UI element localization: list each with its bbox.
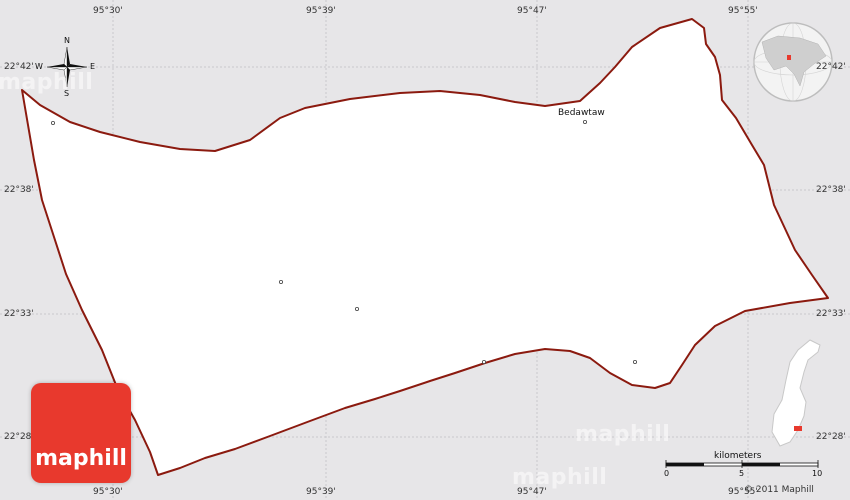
longitude-label-top: 95°39' [306,6,336,16]
latitude-label-right: 22°38' [816,185,846,195]
globe-inset[interactable] [753,22,833,102]
maphill-logo-text: maphill [35,446,127,471]
region-locator-marker [794,426,802,431]
compass-north-label: N [64,36,70,45]
globe-landmass [761,35,827,87]
longitude-label-bottom: 95°55' [728,487,758,497]
region-boundary[interactable] [21,18,829,476]
scale-title: kilometers [714,451,762,461]
longitude-label-top: 95°55' [728,6,758,16]
longitude-label-top: 95°30' [93,6,123,16]
scale-tick-label: 5 [739,469,745,478]
latitude-label-right: 22°42' [816,62,846,72]
longitude-label-top: 95°47' [517,6,547,16]
town-marker[interactable] [481,359,486,364]
longitude-label-bottom: 95°47' [517,487,547,497]
latitude-label-left: 22°28' [4,432,34,442]
region-locator-inset[interactable] [771,339,821,447]
town-marker[interactable] [51,121,56,126]
town-marker-bedawtaw[interactable] [583,120,588,125]
town-marker[interactable] [633,359,638,364]
town-marker[interactable] [278,279,283,284]
scale-bar [665,460,819,468]
compass-west-label: W [35,62,43,71]
compass-rose-icon [46,46,88,88]
watermark: maphill [575,422,671,447]
globe-location-marker [787,55,791,60]
latitude-label-left: 22°38' [4,185,34,195]
watermark: maphill [602,290,698,315]
watermark: maphill [0,70,94,95]
compass-east-label: E [90,62,96,71]
latitude-label-right: 22°33' [816,309,846,319]
watermark: maphill [170,400,266,425]
copyright-text: © 2011 Maphill [744,485,814,495]
longitude-label-bottom: 95°39' [306,487,336,497]
scale-tick-label: 10 [812,469,823,478]
town-marker[interactable] [354,306,359,311]
compass-south-label: S [64,89,70,98]
maphill-logo[interactable]: maphill [31,383,131,483]
watermark: maphill [512,465,608,490]
scale-tick-label: 0 [664,469,670,478]
longitude-label-bottom: 95°30' [93,487,123,497]
latitude-label-left: 22°33' [4,309,34,319]
latitude-label-right: 22°28' [816,432,846,442]
latitude-label-left: 22°42' [4,62,34,72]
place-label-bedawtaw[interactable]: Bedawtaw [558,108,605,118]
